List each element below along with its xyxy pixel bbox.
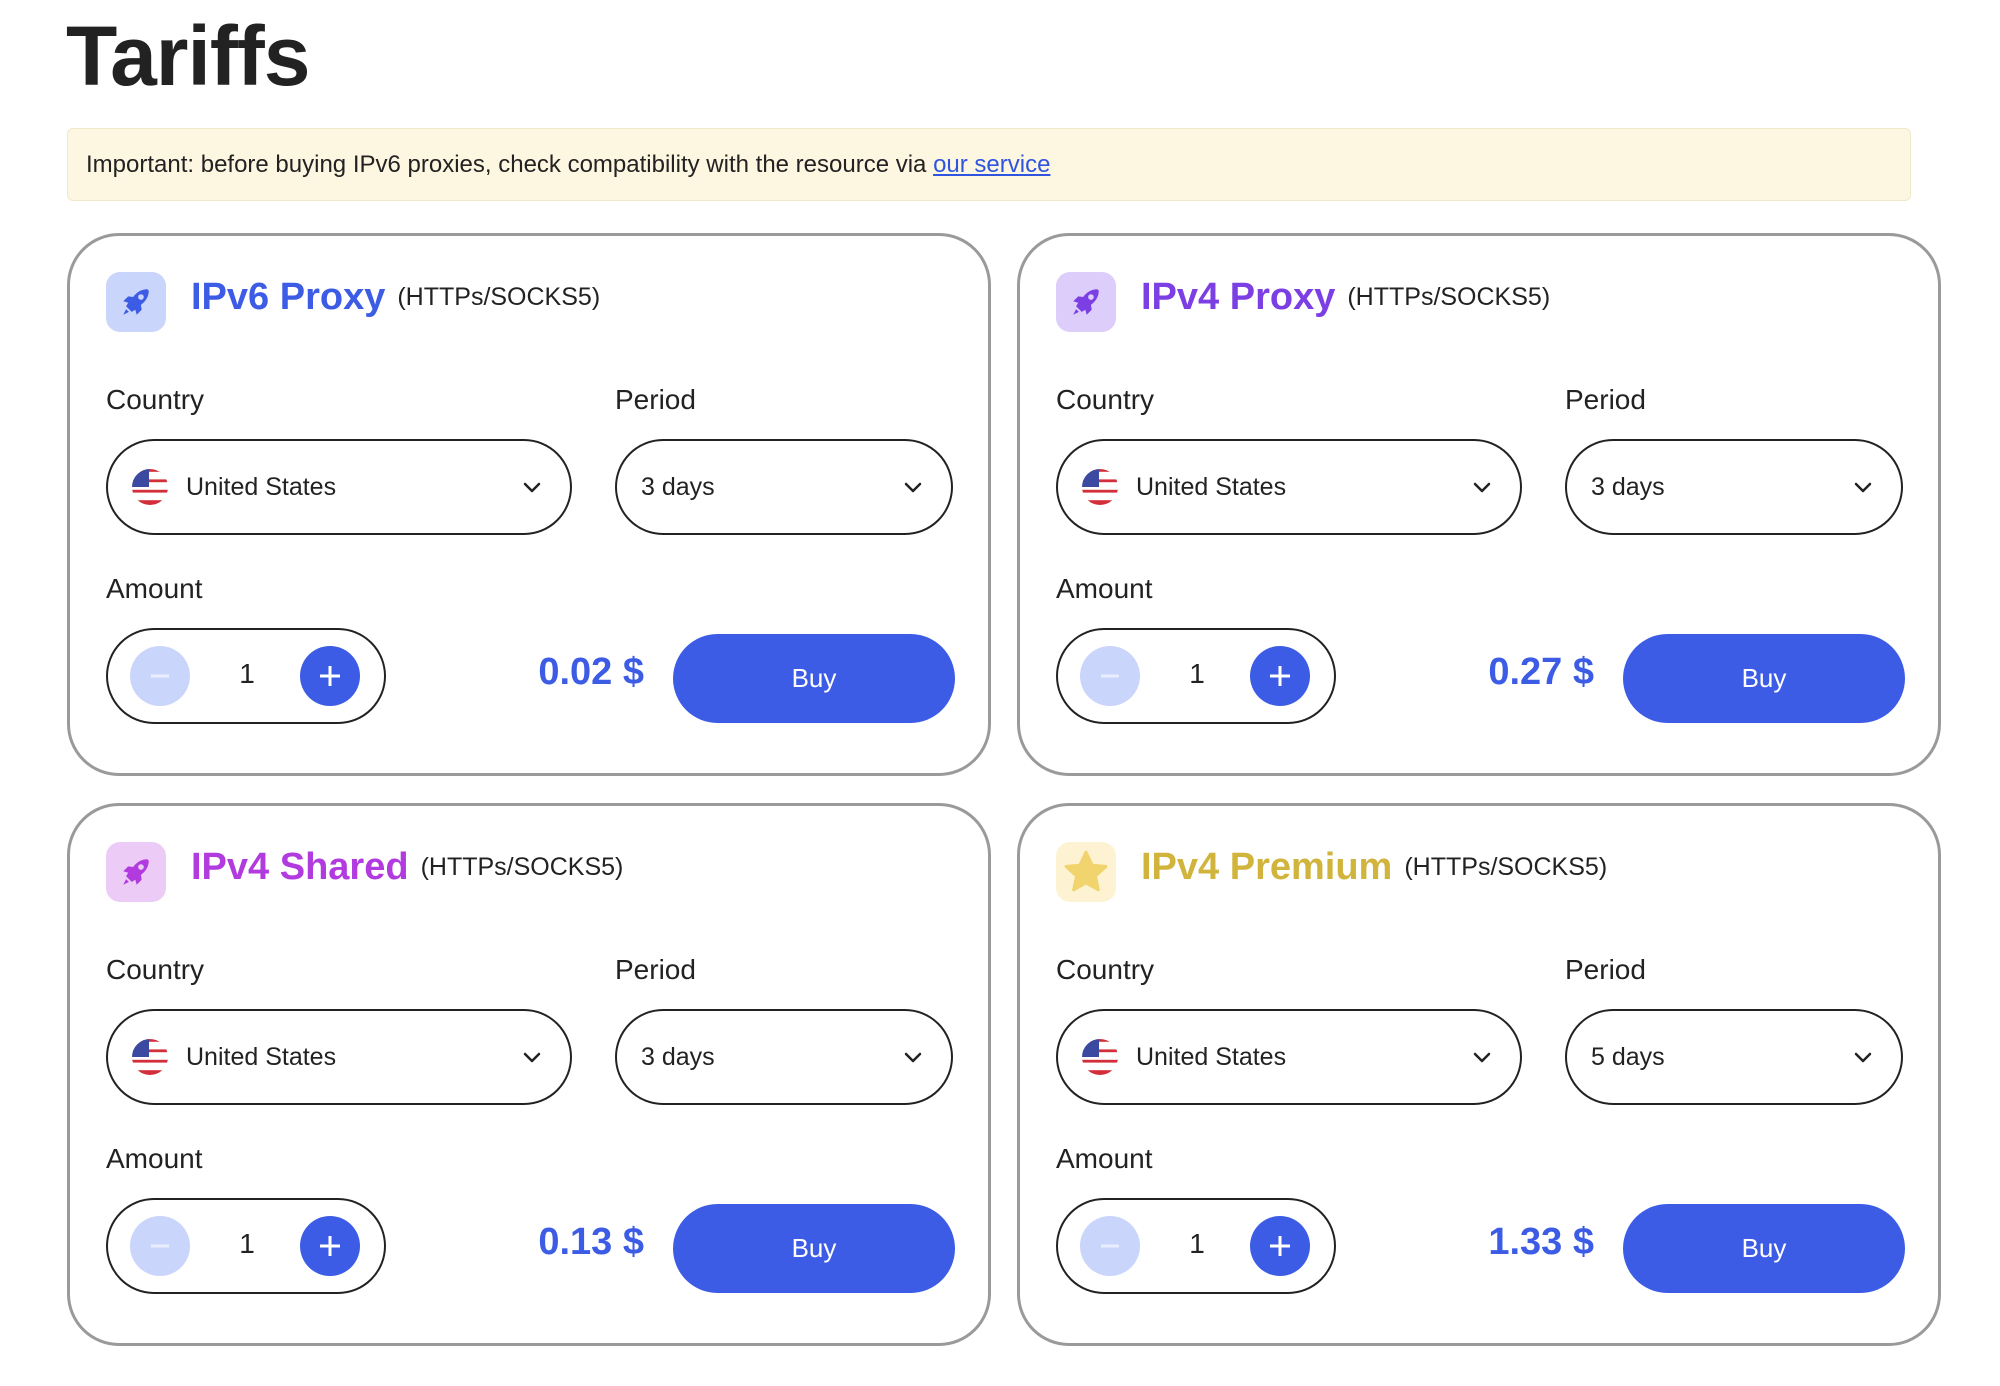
page-title: Tariffs <box>66 9 310 103</box>
chevron-down-icon <box>901 1045 925 1076</box>
period-value: 5 days <box>1591 1042 1665 1071</box>
notice-text: Important: before buying IPv6 proxies, c… <box>86 151 934 178</box>
price: 1.33 $ <box>1488 1221 1594 1263</box>
rocket-icon <box>106 842 166 902</box>
quantity-value[interactable]: 1 <box>1189 1228 1205 1259</box>
country-select[interactable]: United States <box>1056 439 1522 535</box>
increment-button[interactable] <box>300 646 360 706</box>
quantity-stepper: 1 <box>1056 628 1336 724</box>
country-value: United States <box>186 472 337 501</box>
tariff-protocol: (HTTPs/SOCKS5) <box>420 853 624 881</box>
tariff-card: IPv6 Proxy (HTTPs/SOCKS5) Country Period … <box>67 233 991 776</box>
buy-button[interactable]: Buy <box>673 634 955 723</box>
chevron-down-icon <box>520 475 544 506</box>
decrement-button[interactable] <box>130 1216 190 1276</box>
quantity-value[interactable]: 1 <box>239 658 255 689</box>
increment-button[interactable] <box>1250 646 1310 706</box>
country-select[interactable]: United States <box>106 1009 572 1105</box>
amount-label: Amount <box>1056 573 1153 604</box>
price: 0.02 $ <box>538 651 644 693</box>
tariff-protocol: (HTTPs/SOCKS5) <box>1404 853 1608 881</box>
tariff-name: IPv4 Shared <box>191 846 409 888</box>
country-value: United States <box>1136 1042 1287 1071</box>
card-title: IPv4 Shared (HTTPs/SOCKS5) <box>191 846 623 889</box>
quantity-stepper: 1 <box>1056 1198 1336 1294</box>
country-select[interactable]: United States <box>1056 1009 1522 1105</box>
period-select[interactable]: 5 days <box>1565 1009 1903 1105</box>
chevron-down-icon <box>901 475 925 506</box>
card-title: IPv4 Proxy (HTTPs/SOCKS5) <box>1141 276 1550 319</box>
buy-button[interactable]: Buy <box>1623 634 1905 723</box>
us-flag-icon <box>1082 469 1118 505</box>
country-label: Country <box>106 384 205 415</box>
period-value: 3 days <box>641 472 715 501</box>
tariff-protocol: (HTTPs/SOCKS5) <box>397 283 601 311</box>
decrement-button[interactable] <box>1080 1216 1140 1276</box>
us-flag-icon <box>132 1039 168 1075</box>
country-value: United States <box>186 1042 337 1071</box>
tariff-name: IPv6 Proxy <box>191 276 386 318</box>
country-value: United States <box>1136 472 1287 501</box>
period-value: 3 days <box>641 1042 715 1071</box>
country-label: Country <box>1056 384 1155 415</box>
quantity-stepper: 1 <box>106 1198 386 1294</box>
compatibility-notice: Important: before buying IPv6 proxies, c… <box>67 128 1911 201</box>
tariff-protocol: (HTTPs/SOCKS5) <box>1347 283 1551 311</box>
star-icon <box>1056 842 1116 902</box>
price: 0.27 $ <box>1488 651 1594 693</box>
period-select[interactable]: 3 days <box>1565 439 1903 535</box>
buy-button[interactable]: Buy <box>673 1204 955 1293</box>
increment-button[interactable] <box>1250 1216 1310 1276</box>
amount-label: Amount <box>106 573 203 604</box>
chevron-down-icon <box>1851 475 1875 506</box>
us-flag-icon <box>132 469 168 505</box>
period-value: 3 days <box>1591 472 1665 501</box>
card-title: IPv6 Proxy (HTTPs/SOCKS5) <box>191 276 600 319</box>
tariff-name: IPv4 Premium <box>1141 846 1393 888</box>
us-flag-icon <box>1082 1039 1118 1075</box>
country-label: Country <box>106 954 205 985</box>
decrement-button[interactable] <box>1080 646 1140 706</box>
period-select[interactable]: 3 days <box>615 439 953 535</box>
amount-label: Amount <box>1056 1143 1153 1174</box>
quantity-value[interactable]: 1 <box>1189 658 1205 689</box>
period-label: Period <box>615 954 696 985</box>
country-label: Country <box>1056 954 1155 985</box>
chevron-down-icon <box>520 1045 544 1076</box>
chevron-down-icon <box>1470 475 1494 506</box>
increment-button[interactable] <box>300 1216 360 1276</box>
period-label: Period <box>1565 384 1646 415</box>
chevron-down-icon <box>1470 1045 1494 1076</box>
tariff-card: IPv4 Proxy (HTTPs/SOCKS5) Country Period … <box>1017 233 1941 776</box>
price: 0.13 $ <box>538 1221 644 1263</box>
tariff-card: IPv4 Shared (HTTPs/SOCKS5) Country Period… <box>67 803 991 1346</box>
rocket-icon <box>1056 272 1116 332</box>
card-title: IPv4 Premium (HTTPs/SOCKS5) <box>1141 846 1607 889</box>
our-service-link[interactable]: our service <box>933 151 1051 178</box>
period-select[interactable]: 3 days <box>615 1009 953 1105</box>
quantity-value[interactable]: 1 <box>239 1228 255 1259</box>
period-label: Period <box>615 384 696 415</box>
quantity-stepper: 1 <box>106 628 386 724</box>
tariff-card: IPv4 Premium (HTTPs/SOCKS5) Country Perio… <box>1017 803 1941 1346</box>
tariff-name: IPv4 Proxy <box>1141 276 1336 318</box>
country-select[interactable]: United States <box>106 439 572 535</box>
decrement-button[interactable] <box>130 646 190 706</box>
chevron-down-icon <box>1851 1045 1875 1076</box>
amount-label: Amount <box>106 1143 203 1174</box>
rocket-icon <box>106 272 166 332</box>
period-label: Period <box>1565 954 1646 985</box>
buy-button[interactable]: Buy <box>1623 1204 1905 1293</box>
